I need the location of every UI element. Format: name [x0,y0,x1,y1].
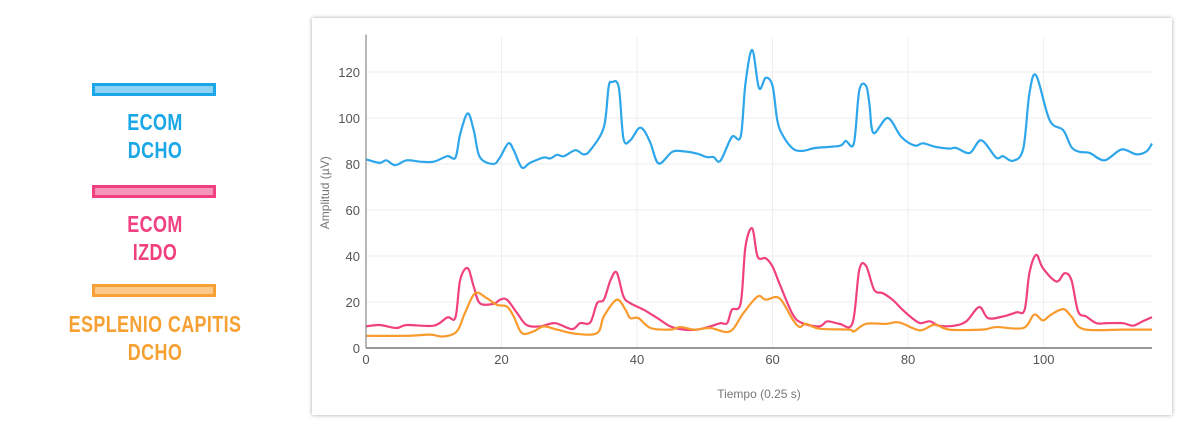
legend-label: ECOM DCHO [65,108,244,164]
series-lines [365,48,1153,338]
x-tick-label: 100 [1033,352,1055,367]
legend-swatch [92,284,216,297]
series-line-ecom-dcho [365,48,1153,170]
x-axis-title: Tiempo (0.25 s) [717,387,801,401]
legend-label-line: DCHO [127,339,183,365]
x-tick-label: 80 [901,352,915,367]
legend-label-line: ECOM [127,109,183,135]
x-tick-label: 0 [362,352,369,367]
y-tick-label: 120 [338,65,360,80]
legend-swatch [92,185,216,198]
legend-label-line: ECOM [127,211,183,237]
y-tick-label: 0 [353,341,360,356]
legend-label-line: IZDO [132,239,178,265]
y-tick-label: 100 [338,111,360,126]
y-tick-label: 80 [346,157,360,172]
y-tick-label: 20 [346,295,360,310]
series-line-ecom-izdo [365,227,1153,332]
series-line-esplenio-capitis-dcho [365,291,1153,338]
tick-labels: 0 20 40 60 80 100 120 0 20 40 60 80 100 [338,65,1054,367]
legend-label-line: ESPLENIO CAPITIS [68,311,242,337]
x-tick-label: 60 [765,352,779,367]
x-tick-label: 20 [494,352,508,367]
y-tick-label: 40 [346,249,360,264]
legend-label-line: DCHO [127,137,183,163]
y-tick-label: 60 [346,203,360,218]
x-tick-label: 40 [630,352,644,367]
legend-swatch [92,83,216,96]
legend-label: ECOM IZDO [65,210,244,266]
legend-label: ESPLENIO CAPITIS DCHO [65,310,244,366]
chart-card [312,18,1172,415]
y-axis-title: Amplitud (µV) [318,156,332,229]
